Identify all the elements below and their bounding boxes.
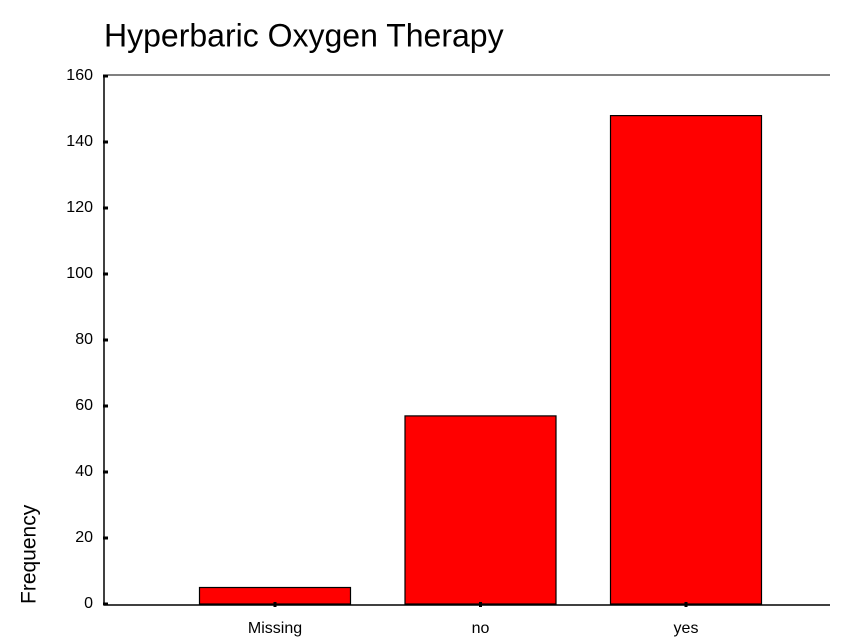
bar	[198, 586, 352, 605]
y-tick-label: 0	[84, 595, 93, 612]
bar	[609, 114, 763, 605]
y-tick-label: 20	[75, 529, 93, 546]
bar	[404, 415, 557, 605]
y-tick-label: 80	[75, 331, 93, 348]
y-tick-label: 100	[66, 265, 93, 282]
y-tick-label: 140	[66, 133, 93, 150]
y-tick-label: 120	[66, 199, 93, 216]
y-tick-label: 40	[75, 463, 93, 480]
x-tick-label: Missing	[248, 620, 302, 637]
chart-title: Hyperbaric Oxygen Therapy	[104, 17, 504, 53]
x-tick-label: no	[472, 620, 490, 637]
y-axis-title: Frequency	[18, 504, 41, 604]
x-tick-label: yes	[674, 620, 699, 637]
y-tick-label: 60	[75, 397, 93, 414]
y-tick-label: 160	[66, 67, 93, 84]
